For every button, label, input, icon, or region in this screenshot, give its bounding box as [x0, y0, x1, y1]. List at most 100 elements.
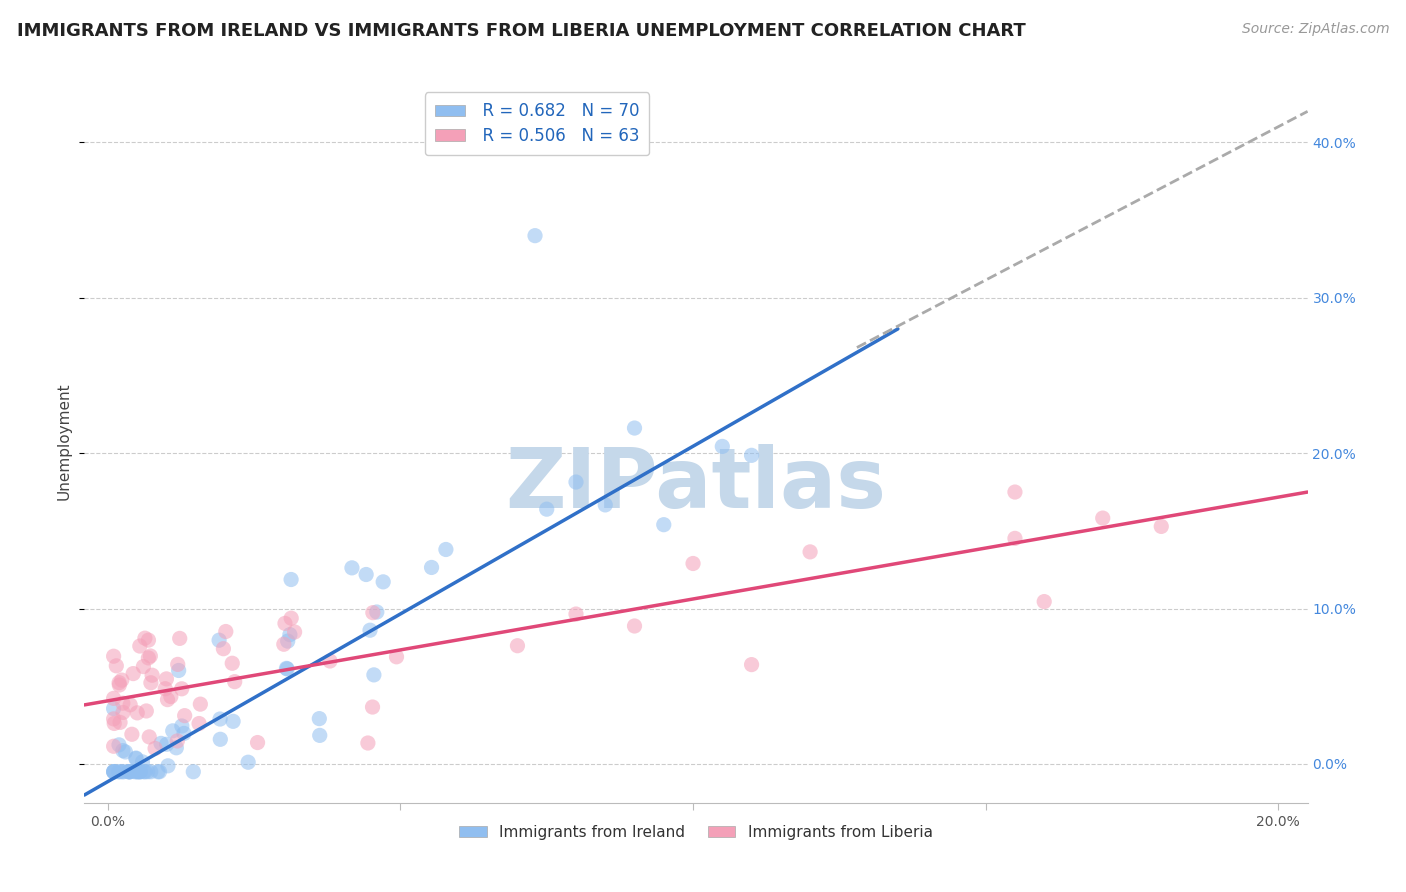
Point — [127, 764, 149, 779]
Point — [420, 560, 443, 574]
Point — [170, 681, 193, 696]
Point — [127, 706, 149, 720]
Point — [129, 764, 152, 779]
Point — [385, 649, 408, 664]
Point — [366, 605, 388, 619]
Point — [274, 616, 297, 631]
Point — [212, 641, 235, 656]
Point — [236, 756, 259, 770]
Point — [221, 657, 243, 671]
Point — [361, 700, 384, 714]
Point — [308, 712, 330, 726]
Point — [1091, 511, 1114, 525]
Point — [188, 716, 211, 731]
Point — [107, 764, 129, 779]
Point — [108, 678, 131, 692]
Legend: Immigrants from Ireland, Immigrants from Liberia: Immigrants from Ireland, Immigrants from… — [453, 819, 939, 846]
Point — [128, 764, 150, 779]
Point — [120, 698, 142, 712]
Point — [117, 764, 139, 779]
Point — [150, 736, 173, 750]
Point — [111, 743, 134, 757]
Point — [1033, 594, 1056, 608]
Point — [357, 736, 380, 750]
Point — [166, 734, 188, 748]
Point — [138, 730, 160, 744]
Point — [139, 764, 162, 779]
Text: IMMIGRANTS FROM IRELAND VS IMMIGRANTS FROM LIBERIA UNEMPLOYMENT CORRELATION CHAR: IMMIGRANTS FROM IRELAND VS IMMIGRANTS FR… — [17, 22, 1025, 40]
Text: ZIPatlas: ZIPatlas — [506, 444, 886, 525]
Point — [208, 633, 231, 648]
Point — [284, 625, 307, 640]
Point — [120, 764, 142, 779]
Point — [170, 719, 193, 733]
Point — [166, 657, 188, 672]
Point — [125, 764, 148, 779]
Point — [623, 619, 645, 633]
Point — [363, 668, 385, 682]
Point — [121, 727, 143, 741]
Point — [276, 662, 298, 676]
Point — [165, 740, 187, 755]
Point — [103, 764, 125, 779]
Point — [209, 712, 232, 726]
Point — [361, 606, 384, 620]
Point — [173, 726, 195, 740]
Point — [276, 661, 298, 675]
Point — [181, 764, 204, 779]
Point — [124, 764, 146, 779]
Point — [108, 764, 131, 779]
Point — [565, 475, 588, 489]
Point — [682, 557, 704, 571]
Point — [1150, 519, 1173, 533]
Point — [340, 561, 363, 575]
Point — [132, 764, 155, 779]
Point — [103, 739, 125, 754]
Point — [108, 675, 131, 690]
Point — [354, 567, 377, 582]
Point — [136, 764, 159, 779]
Point — [103, 649, 125, 664]
Point — [246, 735, 269, 749]
Point — [799, 545, 821, 559]
Point — [139, 675, 162, 690]
Point — [623, 421, 645, 435]
Point — [155, 672, 177, 686]
Point — [169, 632, 191, 646]
Point — [148, 764, 170, 779]
Point — [167, 664, 190, 678]
Point — [224, 674, 246, 689]
Point — [103, 716, 125, 731]
Point — [215, 624, 238, 639]
Point — [277, 634, 299, 648]
Point — [434, 542, 457, 557]
Point — [131, 755, 153, 769]
Point — [103, 764, 125, 779]
Point — [103, 712, 125, 726]
Point — [652, 517, 675, 532]
Point — [139, 648, 162, 663]
Point — [593, 498, 616, 512]
Point — [122, 666, 145, 681]
Point — [711, 439, 734, 453]
Y-axis label: Unemployment: Unemployment — [56, 383, 72, 500]
Point — [173, 708, 195, 723]
Point — [146, 764, 169, 779]
Point — [103, 691, 125, 706]
Point — [128, 639, 150, 653]
Point — [105, 658, 128, 673]
Point — [373, 574, 395, 589]
Point — [135, 704, 157, 718]
Point — [278, 627, 301, 641]
Point — [125, 751, 148, 765]
Point — [156, 692, 179, 706]
Point — [156, 759, 179, 773]
Point — [280, 611, 302, 625]
Point — [118, 764, 141, 779]
Point — [143, 741, 166, 756]
Point — [111, 706, 134, 720]
Point — [741, 448, 763, 462]
Point — [103, 764, 125, 779]
Point — [1004, 485, 1026, 500]
Point — [1004, 532, 1026, 546]
